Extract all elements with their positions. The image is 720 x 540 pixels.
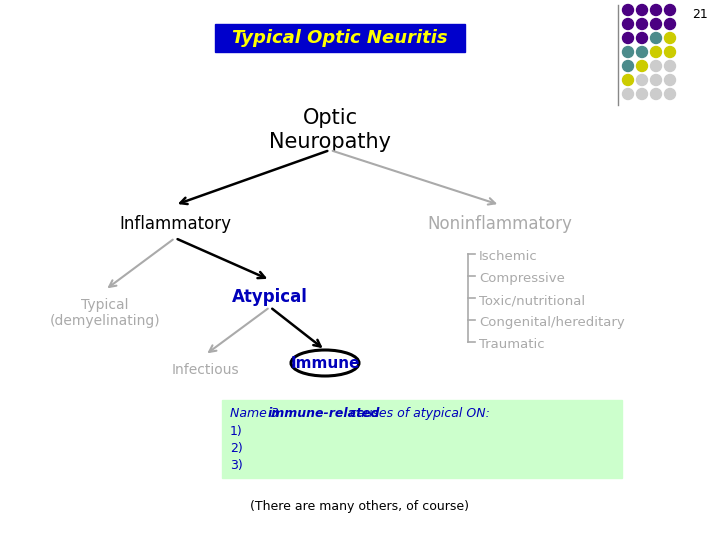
Text: Congenital/hereditary: Congenital/hereditary [479, 316, 625, 329]
Text: Atypical: Atypical [232, 288, 308, 306]
Text: Toxic/nutritional: Toxic/nutritional [479, 294, 585, 307]
Circle shape [623, 46, 634, 57]
Text: 1): 1) [230, 425, 243, 438]
Circle shape [623, 75, 634, 85]
Text: Name 3: Name 3 [230, 407, 283, 420]
Circle shape [665, 46, 675, 57]
Circle shape [665, 32, 675, 44]
Circle shape [636, 32, 647, 44]
Circle shape [636, 60, 647, 71]
Circle shape [623, 32, 634, 44]
Circle shape [623, 89, 634, 99]
Circle shape [636, 4, 647, 16]
FancyBboxPatch shape [215, 24, 465, 52]
Circle shape [665, 75, 675, 85]
Circle shape [623, 60, 634, 71]
Text: (There are many others, of course): (There are many others, of course) [251, 500, 469, 513]
Circle shape [650, 75, 662, 85]
Circle shape [636, 89, 647, 99]
Text: Compressive: Compressive [479, 272, 565, 285]
Circle shape [623, 18, 634, 30]
Circle shape [650, 89, 662, 99]
Text: Traumatic: Traumatic [479, 338, 544, 351]
Circle shape [623, 4, 634, 16]
FancyBboxPatch shape [222, 400, 622, 478]
Text: Optic
Neuropathy: Optic Neuropathy [269, 107, 391, 152]
Circle shape [650, 60, 662, 71]
Text: Noninflammatory: Noninflammatory [428, 215, 572, 233]
Circle shape [650, 18, 662, 30]
Circle shape [650, 32, 662, 44]
Circle shape [665, 60, 675, 71]
Circle shape [665, 89, 675, 99]
Text: 3): 3) [230, 459, 243, 472]
Text: 2): 2) [230, 442, 243, 455]
Circle shape [665, 18, 675, 30]
Text: Inflammatory: Inflammatory [119, 215, 231, 233]
Text: causes of atypical ON:: causes of atypical ON: [346, 407, 490, 420]
Ellipse shape [291, 350, 359, 376]
Text: 21: 21 [692, 8, 708, 21]
Text: Typical
(demyelinating): Typical (demyelinating) [50, 298, 161, 328]
Circle shape [636, 18, 647, 30]
Circle shape [650, 4, 662, 16]
Text: Typical Optic Neuritis: Typical Optic Neuritis [232, 29, 448, 47]
Text: Ischemic: Ischemic [479, 250, 538, 263]
Text: immune-related: immune-related [268, 407, 380, 420]
Circle shape [650, 46, 662, 57]
Text: Immune: Immune [290, 355, 360, 370]
Circle shape [665, 4, 675, 16]
Circle shape [636, 75, 647, 85]
Circle shape [636, 46, 647, 57]
Text: Infectious: Infectious [171, 363, 239, 377]
